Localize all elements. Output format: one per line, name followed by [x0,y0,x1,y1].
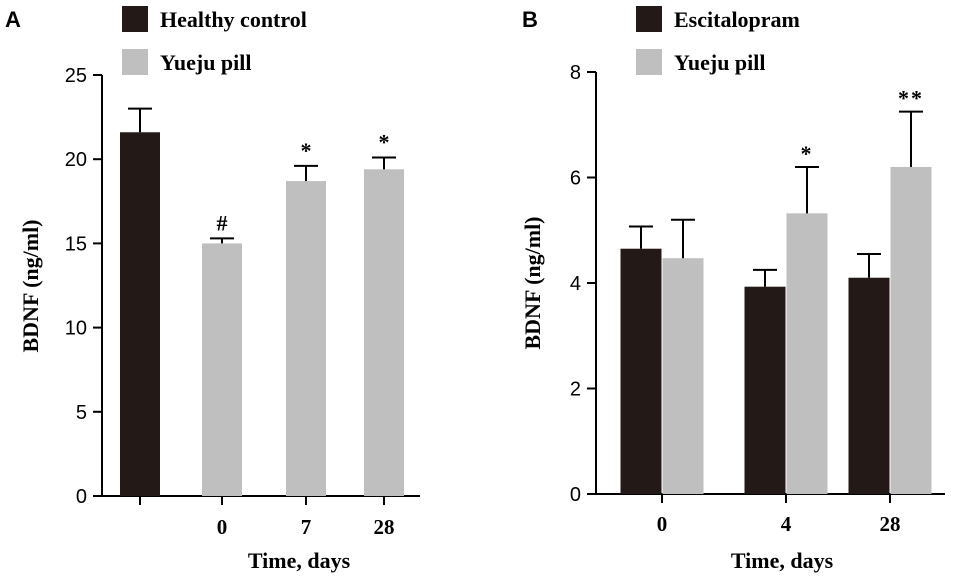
annotation-b-2-1: ** [898,86,924,111]
legend-label-b-1: Yueju pill [674,50,766,75]
bar-b-2-0 [848,277,890,494]
y-axis-title-b: BDNF (ng/ml) [520,216,545,349]
y-tick-label-b-6: 6 [570,168,581,190]
bar-b-0-0 [620,248,662,494]
y-tick-label-b-8: 8 [570,62,581,84]
panel-label-a: A [5,7,21,32]
bar-a-3 [364,169,404,496]
legend-swatch-b-0 [636,6,662,32]
panel-label-b: B [522,7,538,32]
legend-swatch-b-1 [636,49,662,75]
y-tick-label-a-20: 20 [65,149,87,171]
legend-label-a-0: Healthy control [160,7,307,32]
legend-swatch-a-1 [122,49,148,75]
x-tick-label-b-0: 0 [657,512,668,536]
y-tick-label-a-5: 5 [76,402,87,424]
annotation-a-2: * [301,138,312,163]
bar-a-0 [120,132,160,497]
y-axis-title-a: BDNF (ng/ml) [18,219,43,352]
y-tick-label-a-15: 15 [65,233,87,255]
bar-b-2-1 [890,166,932,494]
x-tick-label-a-1: 0 [217,515,228,539]
x-tick-label-b-1: 4 [781,512,792,536]
y-tick-label-a-10: 10 [65,318,87,340]
x-tick-label-a-3: 28 [374,515,395,539]
legend-swatch-a-0 [122,6,148,32]
y-tick-label-a-25: 25 [65,65,87,87]
x-axis-title-b: Time, days [731,548,834,573]
bar-b-0-1 [662,258,704,494]
y-tick-label-a-0: 0 [76,486,87,508]
annotation-a-1: # [217,210,228,235]
bar-b-1-0 [744,286,786,494]
bar-a-1 [202,243,242,496]
panel-b: B Escitalopram Yueju pill 0 2 4 6 8 0 * 4 ** 28 Time,… [520,6,945,573]
x-tick-label-a-2: 7 [301,515,312,539]
annotation-b-1-1: * [801,141,814,166]
legend-label-a-1: Yueju pill [160,50,252,75]
bar-a-2 [286,181,326,497]
bar-b-1-1 [786,213,828,494]
x-axis-title-a: Time, days [248,548,351,573]
annotation-a-3: * [379,130,390,155]
y-tick-label-b-0: 0 [570,484,581,506]
y-tick-label-b-2: 2 [570,379,581,401]
legend-label-b-0: Escitalopram [674,7,800,32]
panel-a: A Healthy control Yueju pill 0 5 10 15 20 25 #0 * 7… [5,6,420,573]
y-tick-label-b-4: 4 [570,273,581,295]
x-tick-label-b-2: 28 [880,512,901,536]
